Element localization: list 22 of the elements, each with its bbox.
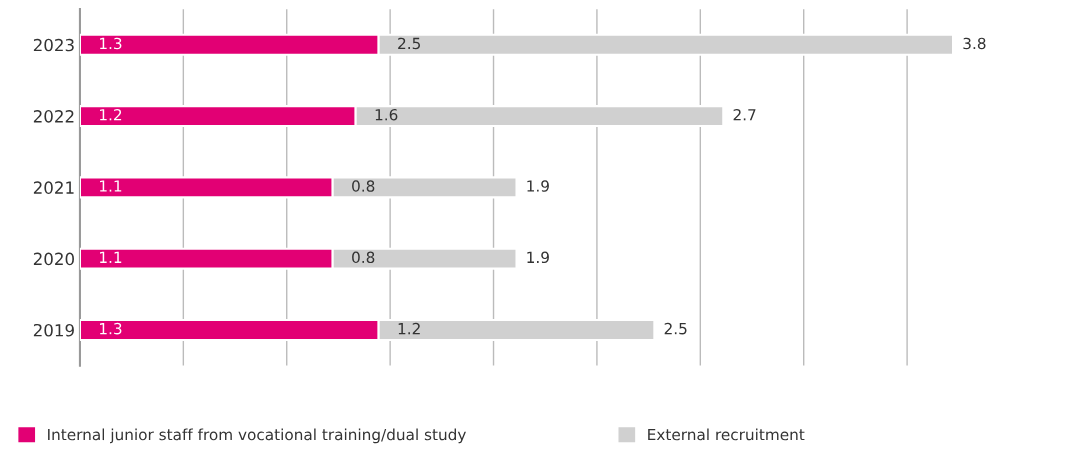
data-label: 2.5: [398, 37, 420, 50]
total-label: 3.8: [963, 37, 986, 50]
total-label: 1.9: [527, 251, 549, 264]
y-tick-label: 2021: [33, 181, 74, 194]
data-label: 0.8: [352, 251, 375, 264]
data-label: 1.2: [100, 108, 122, 121]
total-label: 1.9: [527, 180, 549, 192]
data-label: 1.2: [398, 322, 420, 335]
data-label: 1.3: [100, 37, 122, 50]
data-label: 1.6: [375, 108, 398, 121]
data-label: 1.3: [100, 322, 122, 335]
y-tick-label: 2023: [33, 38, 74, 52]
data-label: 1.1: [100, 180, 122, 192]
data-label: 0.8: [352, 180, 375, 192]
y-tick-label: 2022: [33, 110, 74, 123]
data-label: 1.1: [100, 251, 122, 263]
y-tick-label: 2019: [33, 323, 74, 337]
y-tick-label: 2020: [33, 252, 74, 266]
total-label: 2.5: [664, 322, 687, 335]
legend-label: Internal junior staff from vocational training/dual study: [48, 428, 466, 444]
legend-label: External recruitment: [648, 428, 805, 441]
total-label: 2.7: [733, 108, 756, 121]
